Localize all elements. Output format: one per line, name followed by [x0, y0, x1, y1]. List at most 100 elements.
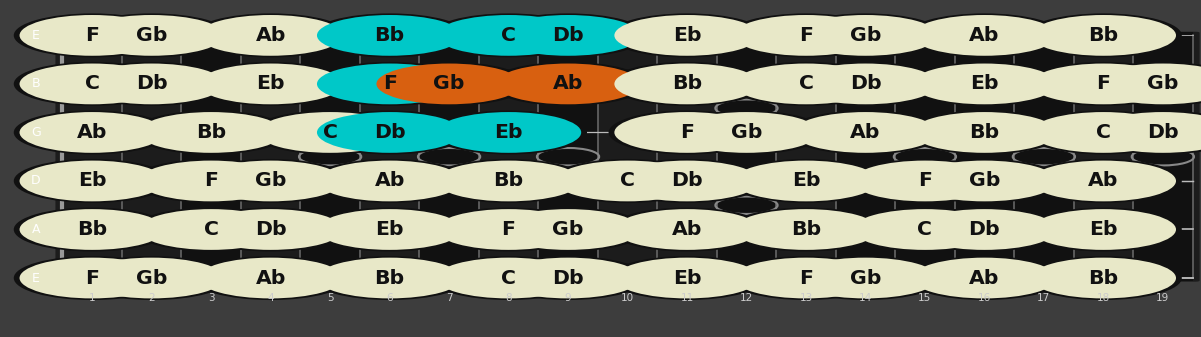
Circle shape	[198, 15, 343, 56]
Circle shape	[853, 161, 998, 201]
Bar	[955, 32, 1014, 281]
Circle shape	[674, 112, 819, 153]
Circle shape	[847, 159, 1003, 203]
Text: Bb: Bb	[375, 26, 405, 45]
Circle shape	[734, 15, 879, 56]
Circle shape	[192, 159, 349, 203]
Text: 11: 11	[681, 293, 694, 303]
Text: Bb: Bb	[494, 172, 524, 190]
Circle shape	[1024, 256, 1182, 300]
Circle shape	[430, 111, 587, 154]
Circle shape	[79, 15, 225, 56]
Circle shape	[430, 208, 587, 251]
Circle shape	[615, 15, 760, 56]
Bar	[1014, 32, 1074, 281]
Text: 2: 2	[149, 293, 155, 303]
Circle shape	[615, 64, 760, 104]
Circle shape	[436, 209, 581, 250]
Text: Db: Db	[968, 220, 1000, 239]
Circle shape	[1030, 209, 1176, 250]
Text: Ab: Ab	[256, 26, 286, 45]
Circle shape	[495, 258, 640, 298]
Text: Db: Db	[255, 220, 287, 239]
Circle shape	[906, 256, 1063, 300]
Text: Eb: Eb	[495, 123, 522, 142]
Text: Bb: Bb	[77, 220, 107, 239]
Text: Db: Db	[849, 74, 882, 93]
Circle shape	[132, 159, 289, 203]
Text: F: F	[799, 269, 813, 287]
Circle shape	[1030, 161, 1176, 201]
Circle shape	[1024, 111, 1182, 154]
Circle shape	[257, 112, 402, 153]
Circle shape	[13, 256, 171, 300]
Circle shape	[1024, 159, 1182, 203]
Circle shape	[912, 161, 1057, 201]
Circle shape	[311, 208, 468, 251]
Bar	[895, 32, 955, 281]
Text: 13: 13	[800, 293, 813, 303]
Circle shape	[79, 258, 225, 298]
Text: F: F	[204, 172, 219, 190]
Text: Bb: Bb	[671, 74, 703, 93]
Circle shape	[436, 112, 581, 153]
Circle shape	[1030, 112, 1176, 153]
Text: F: F	[85, 269, 100, 287]
Circle shape	[436, 258, 581, 298]
Circle shape	[430, 159, 587, 203]
Circle shape	[436, 15, 581, 56]
Text: Bb: Bb	[1088, 26, 1118, 45]
Circle shape	[615, 209, 760, 250]
Text: 19: 19	[1157, 293, 1170, 303]
Circle shape	[430, 256, 587, 300]
Text: 10: 10	[621, 293, 634, 303]
Text: Ab: Ab	[77, 123, 107, 142]
Text: Gb: Gb	[969, 172, 1000, 190]
Circle shape	[19, 64, 165, 104]
Text: Db: Db	[1147, 123, 1178, 142]
Circle shape	[609, 13, 765, 57]
Text: Bb: Bb	[375, 269, 405, 287]
Text: 9: 9	[564, 293, 572, 303]
Circle shape	[19, 161, 165, 201]
Text: Gb: Gb	[434, 74, 465, 93]
Circle shape	[198, 209, 343, 250]
Circle shape	[912, 64, 1057, 104]
Text: Bb: Bb	[791, 220, 821, 239]
Circle shape	[311, 13, 468, 57]
Text: 17: 17	[1038, 293, 1051, 303]
Text: Ab: Ab	[1088, 172, 1118, 190]
Circle shape	[609, 62, 765, 106]
Circle shape	[490, 208, 646, 251]
Circle shape	[138, 209, 283, 250]
Circle shape	[73, 256, 231, 300]
Text: F: F	[502, 220, 515, 239]
Circle shape	[13, 208, 171, 251]
Text: G: G	[31, 126, 41, 139]
Circle shape	[853, 209, 998, 250]
Text: Gb: Gb	[850, 269, 882, 287]
Circle shape	[73, 62, 231, 106]
Text: F: F	[918, 172, 932, 190]
Circle shape	[734, 161, 879, 201]
Text: Gb: Gb	[1147, 74, 1178, 93]
Circle shape	[430, 13, 587, 57]
Circle shape	[793, 64, 938, 104]
Circle shape	[734, 258, 879, 298]
Circle shape	[13, 13, 171, 57]
Text: Bb: Bb	[1088, 269, 1118, 287]
Circle shape	[19, 112, 165, 153]
Bar	[300, 32, 360, 281]
Circle shape	[1030, 258, 1176, 298]
Bar	[717, 32, 776, 281]
Text: 5: 5	[327, 293, 334, 303]
Circle shape	[490, 13, 646, 57]
FancyBboxPatch shape	[54, 30, 1201, 283]
Text: Ab: Ab	[850, 123, 880, 142]
Circle shape	[847, 208, 1003, 251]
Text: Db: Db	[374, 123, 406, 142]
Text: Ab: Ab	[969, 269, 999, 287]
Circle shape	[19, 15, 165, 56]
Circle shape	[132, 111, 289, 154]
Circle shape	[13, 111, 171, 154]
